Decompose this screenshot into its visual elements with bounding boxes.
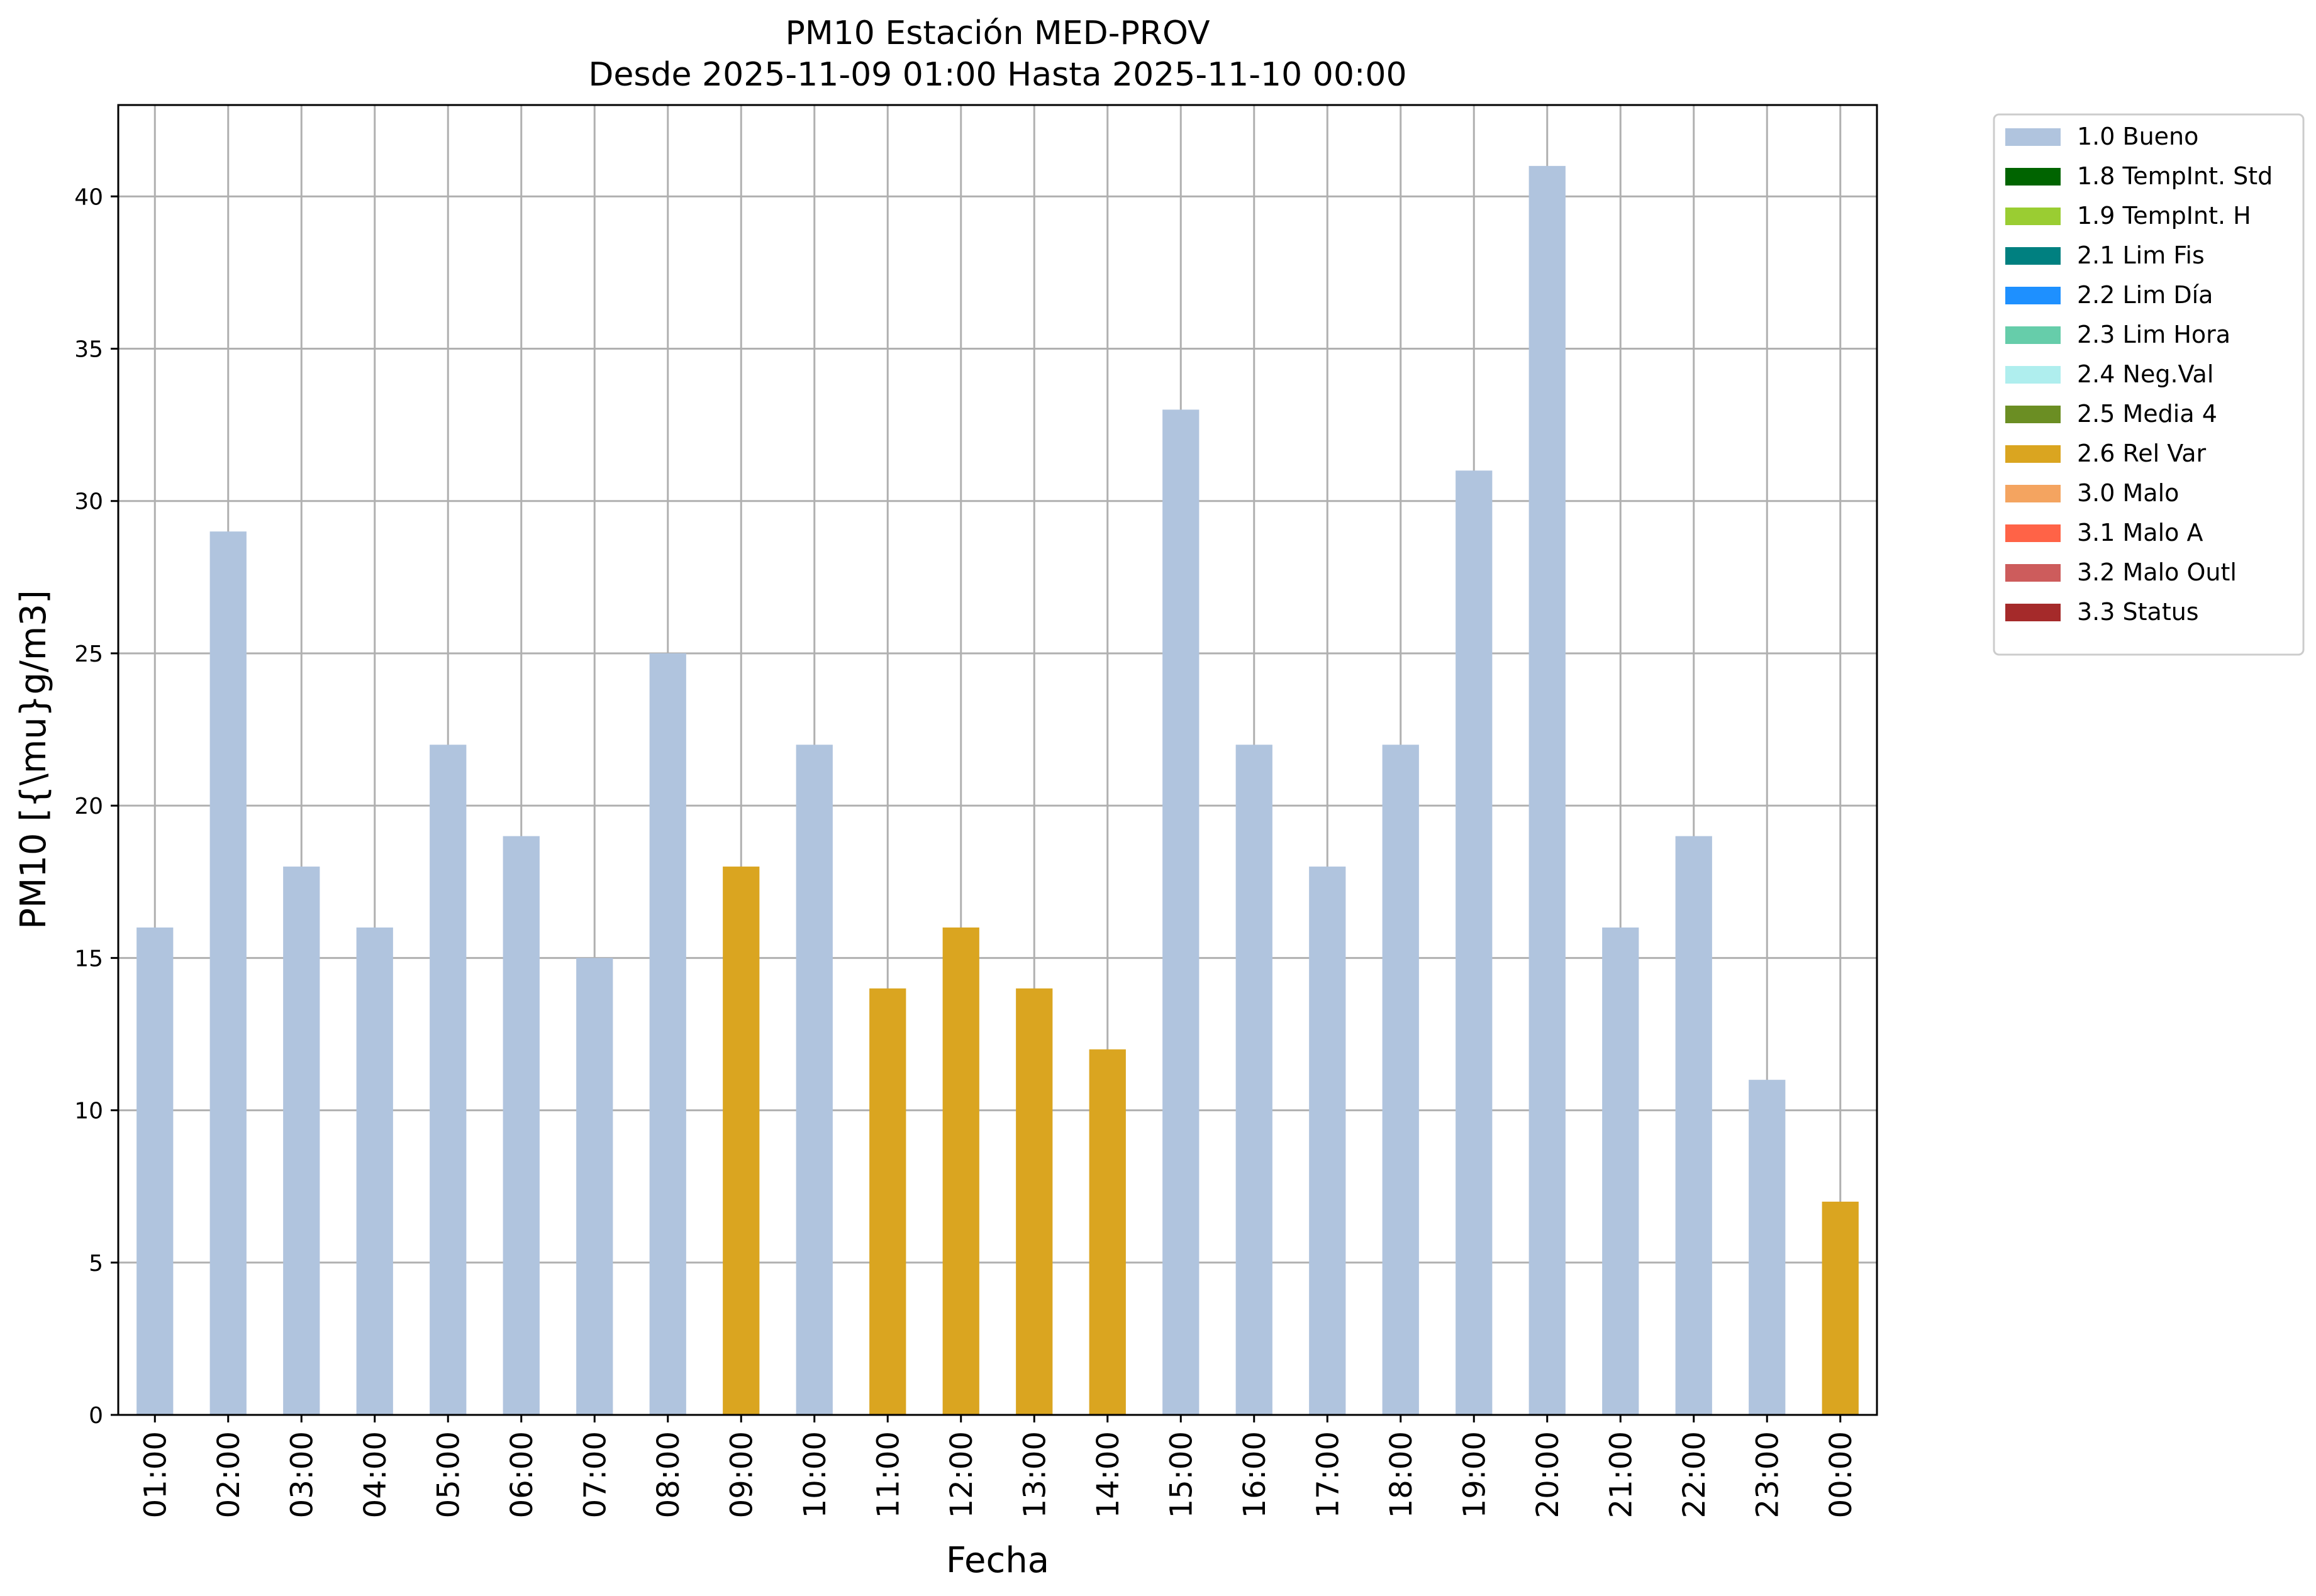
bar-0700 xyxy=(576,958,613,1415)
plot-frame xyxy=(117,104,1878,1416)
bar-1300 xyxy=(1016,988,1053,1415)
legend-label: 1.8 TempInt. Std xyxy=(2077,162,2273,190)
legend-swatch xyxy=(2005,168,2061,186)
bar-1400 xyxy=(1089,1049,1126,1415)
legend-swatch xyxy=(2005,247,2061,265)
bar-1600 xyxy=(1235,745,1272,1415)
legend-box xyxy=(1993,113,2305,656)
x-tick-label: 15:00 xyxy=(1164,1431,1199,1518)
x-tick-label: 12:00 xyxy=(944,1431,979,1518)
y-tick-label: 20 xyxy=(74,794,103,819)
legend-swatch xyxy=(2005,524,2061,542)
x-tick-label: 19:00 xyxy=(1457,1431,1492,1518)
y-tick-label: 40 xyxy=(74,184,103,210)
x-tick-label: 20:00 xyxy=(1530,1431,1566,1518)
legend-swatch xyxy=(2005,128,2061,146)
x-tick-label: 00:00 xyxy=(1823,1431,1859,1518)
bar-0900 xyxy=(723,867,760,1415)
bar-1100 xyxy=(869,988,906,1415)
legend-swatch xyxy=(2005,485,2061,502)
legend-label: 2.1 Lim Fis xyxy=(2077,241,2205,269)
x-tick-label: 17:00 xyxy=(1310,1431,1345,1518)
x-tick-label: 16:00 xyxy=(1237,1431,1272,1518)
bar-1900 xyxy=(1456,470,1493,1416)
y-tick-label: 5 xyxy=(89,1251,103,1277)
x-tick-label: 22:00 xyxy=(1677,1431,1712,1518)
legend-label: 3.2 Malo Outl xyxy=(2077,558,2237,586)
x-tick-label: 06:00 xyxy=(504,1431,540,1518)
x-tick-label: 08:00 xyxy=(651,1431,686,1518)
bar-0600 xyxy=(503,836,540,1415)
x-axis-title: Fecha xyxy=(946,1540,1049,1581)
bar-1000 xyxy=(796,745,833,1415)
legend-label: 1.9 TempInt. H xyxy=(2077,202,2251,230)
x-tick-label: 01:00 xyxy=(138,1431,173,1518)
legend-swatch xyxy=(2005,366,2061,384)
legend-swatch xyxy=(2005,326,2061,344)
bar-2300 xyxy=(1749,1080,1786,1415)
bar-1500 xyxy=(1162,409,1200,1415)
legend-label: 3.1 Malo A xyxy=(2077,519,2203,546)
x-tick-label: 09:00 xyxy=(724,1431,759,1518)
bar-0400 xyxy=(356,927,393,1415)
legend-swatch xyxy=(2005,208,2061,225)
x-tick-label: 14:00 xyxy=(1091,1431,1126,1518)
bar-2200 xyxy=(1675,836,1712,1415)
bars xyxy=(136,165,1859,1416)
legend-label: 1.0 Bueno xyxy=(2077,123,2198,150)
legend: 1.0 Bueno 1.8 TempInt. Std 1.9 TempInt. H 2… xyxy=(1993,113,2305,656)
chart-title: PM10 Estación MED-PROV xyxy=(785,14,1210,52)
x-tick-label: 13:00 xyxy=(1017,1431,1052,1518)
bar-1800 xyxy=(1382,745,1419,1415)
x-tick-label: 21:00 xyxy=(1603,1431,1639,1518)
x-tick-label: 10:00 xyxy=(798,1431,833,1518)
legend-swatch xyxy=(2005,445,2061,463)
legend-swatch xyxy=(2005,604,2061,621)
bar-2100 xyxy=(1602,927,1639,1415)
x-tick-label: 03:00 xyxy=(284,1431,320,1518)
x-axis: 01:00 02:00 03:00 04:00 05:00 06:00 07:00 08:00… xyxy=(138,1415,1859,1518)
legend-swatch xyxy=(2005,287,2061,304)
x-tick-label: 23:00 xyxy=(1750,1431,1785,1518)
x-tick-label: 04:00 xyxy=(358,1431,393,1518)
legend-label: 2.2 Lim Día xyxy=(2077,281,2213,309)
bar-0500 xyxy=(430,745,467,1415)
bar-0100 xyxy=(136,927,174,1415)
chart-subtitle: Desde 2025-11-09 01:00 Hasta 2025-11-10 … xyxy=(588,56,1406,94)
legend-swatch xyxy=(2005,564,2061,582)
x-tick-label: 02:00 xyxy=(211,1431,247,1518)
y-axis-title: PM10 [{\mu}g/m3] xyxy=(13,590,54,929)
x-tick-label: 18:00 xyxy=(1384,1431,1419,1518)
legend-label: 2.5 Media 4 xyxy=(2077,400,2217,428)
legend-label: 2.4 Neg.Val xyxy=(2077,360,2213,388)
legend-label: 3.3 Status xyxy=(2077,598,2199,626)
y-tick-label: 25 xyxy=(74,641,103,667)
y-tick-label: 30 xyxy=(74,489,103,515)
y-axis: 0 5 10 15 20 25 30 35 40 xyxy=(74,184,118,1429)
y-tick-label: 35 xyxy=(74,337,103,363)
y-tick-label: 10 xyxy=(74,1099,103,1124)
bar-0200 xyxy=(209,531,247,1415)
legend-swatch xyxy=(2005,406,2061,423)
y-tick-label: 0 xyxy=(89,1403,103,1429)
bar-0800 xyxy=(649,653,686,1415)
legend-label: 2.3 Lim Hora xyxy=(2077,321,2230,348)
bar-0300 xyxy=(283,867,320,1415)
legend-label: 2.6 Rel Var xyxy=(2077,440,2207,467)
bar-1200 xyxy=(942,927,979,1415)
x-tick-label: 07:00 xyxy=(577,1431,613,1518)
bar-0000 xyxy=(1822,1201,1859,1415)
y-tick-label: 15 xyxy=(74,946,103,972)
bar-1700 xyxy=(1309,867,1346,1415)
x-tick-label: 11:00 xyxy=(871,1431,906,1518)
legend-label: 3.0 Malo xyxy=(2077,479,2179,507)
x-tick-label: 05:00 xyxy=(431,1431,466,1518)
bar-2000 xyxy=(1528,165,1566,1415)
